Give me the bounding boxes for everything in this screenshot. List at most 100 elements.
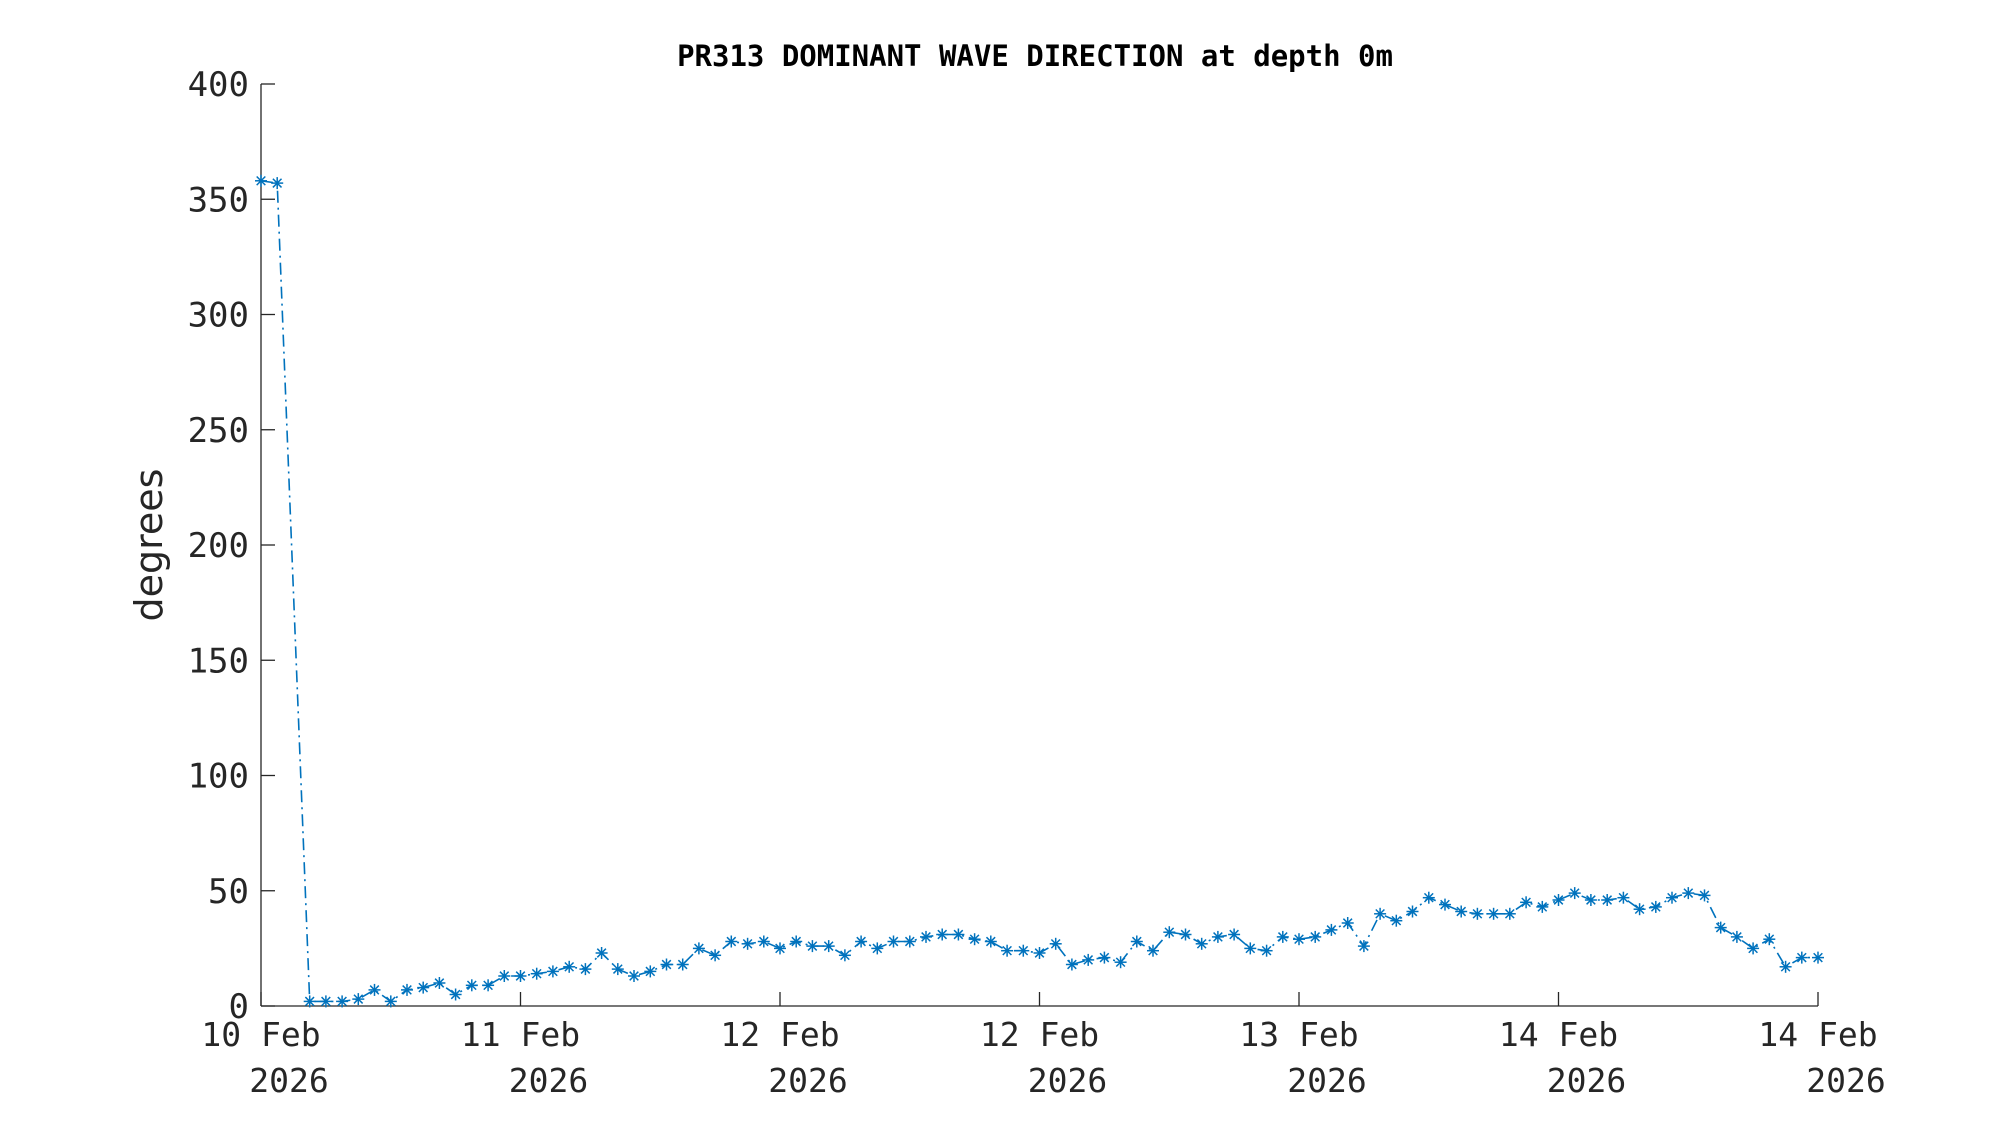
x-tick-year: 2026 xyxy=(768,1061,847,1100)
y-tick-label: 100 xyxy=(188,757,249,797)
x-tick-year: 2026 xyxy=(509,1061,588,1100)
data-point xyxy=(1487,907,1500,920)
x-ticks: 10 Feb 2026 11 Feb 2026 12 Feb 2026 12 Feb 2026… xyxy=(201,992,1886,1100)
data-point xyxy=(1309,930,1322,943)
data-point xyxy=(1422,891,1435,904)
data-series xyxy=(255,174,1824,1008)
x-tick-year: 2026 xyxy=(1806,1061,1885,1100)
y-tick-label: 350 xyxy=(188,180,249,220)
data-point xyxy=(611,963,624,976)
data-point xyxy=(546,965,559,978)
y-tick-label: 250 xyxy=(188,411,249,451)
data-point xyxy=(1228,928,1241,941)
x-tick-label: 13 Feb xyxy=(1239,1015,1358,1054)
data-point xyxy=(709,949,722,962)
y-tick-label: 50 xyxy=(208,872,249,912)
data-point xyxy=(1049,937,1062,950)
data-point xyxy=(1130,935,1143,948)
data-point xyxy=(822,940,835,953)
data-point xyxy=(1341,917,1354,929)
data-point xyxy=(1211,930,1224,943)
data-point xyxy=(887,935,900,948)
data-point xyxy=(579,963,592,976)
data-point xyxy=(1147,944,1159,957)
data-point xyxy=(1649,900,1662,913)
data-point xyxy=(1779,960,1792,973)
data-point xyxy=(741,937,754,950)
data-point xyxy=(1714,921,1727,934)
data-point xyxy=(530,967,543,980)
data-point xyxy=(303,995,316,1008)
data-point xyxy=(806,940,819,953)
data-point xyxy=(1698,889,1711,902)
x-tick-year: 2026 xyxy=(1287,1061,1366,1100)
data-point xyxy=(903,935,916,948)
plot-axes xyxy=(260,84,1818,1007)
y-ticks: 0 50 100 150 200 250 300 350 400 xyxy=(188,65,275,1027)
data-point xyxy=(1617,891,1630,904)
data-point xyxy=(725,935,738,948)
data-point xyxy=(1552,894,1565,906)
data-point xyxy=(1633,903,1646,916)
data-point xyxy=(628,970,640,982)
x-tick-label: 10 Feb xyxy=(201,1015,320,1054)
data-point xyxy=(271,177,284,190)
y-tick-label: 400 xyxy=(188,65,249,105)
data-point xyxy=(1244,942,1257,955)
x-tick-label: 14 Feb xyxy=(1499,1015,1618,1054)
data-point xyxy=(920,930,932,943)
data-point xyxy=(368,983,381,996)
data-point xyxy=(1471,907,1484,920)
data-point xyxy=(1584,894,1597,906)
y-axis-label: degrees xyxy=(127,469,171,622)
data-point xyxy=(1260,944,1273,957)
x-tick-label: 12 Feb xyxy=(720,1015,839,1054)
data-point xyxy=(1195,937,1208,950)
data-point xyxy=(1455,905,1468,918)
data-point xyxy=(1276,930,1289,943)
data-point xyxy=(1812,951,1824,964)
data-point xyxy=(1098,951,1111,964)
data-point xyxy=(855,935,868,948)
data-point xyxy=(1439,898,1451,911)
data-point xyxy=(1017,944,1030,957)
x-tick-label: 12 Feb xyxy=(980,1015,1099,1054)
data-point xyxy=(676,958,689,971)
data-point xyxy=(1001,944,1014,957)
data-point xyxy=(1536,900,1549,913)
data-point xyxy=(952,928,965,941)
y-tick-label: 300 xyxy=(188,296,249,336)
series-line xyxy=(260,180,1818,1003)
data-point xyxy=(401,983,413,996)
data-point xyxy=(871,942,884,955)
data-point xyxy=(1082,953,1095,966)
data-point xyxy=(774,942,786,955)
data-point xyxy=(384,995,397,1008)
data-point xyxy=(1406,905,1419,918)
data-point xyxy=(644,965,657,978)
data-point xyxy=(936,928,949,941)
data-point xyxy=(790,935,803,948)
data-point xyxy=(1666,891,1678,904)
data-point xyxy=(1357,940,1370,953)
data-point xyxy=(1503,907,1516,920)
data-point xyxy=(1114,956,1127,969)
data-point xyxy=(1747,942,1760,955)
data-point xyxy=(1763,933,1776,946)
x-tick-label: 14 Feb xyxy=(1758,1015,1877,1054)
data-point xyxy=(1325,923,1338,936)
data-point xyxy=(1065,958,1078,971)
data-point xyxy=(757,935,770,948)
data-point xyxy=(1033,947,1046,959)
data-point xyxy=(1730,930,1743,943)
x-tick-year: 2026 xyxy=(1547,1061,1626,1100)
data-point xyxy=(433,977,446,989)
x-tick-year: 2026 xyxy=(1028,1061,1107,1100)
data-point xyxy=(1568,887,1581,900)
chart-title: PR313 DOMINANT WAVE DIRECTION at depth 0… xyxy=(677,39,1393,73)
y-tick-label: 0 xyxy=(229,987,249,1027)
data-point xyxy=(1293,933,1305,946)
x-tick-year: 2026 xyxy=(249,1061,328,1100)
data-point xyxy=(1390,914,1403,927)
